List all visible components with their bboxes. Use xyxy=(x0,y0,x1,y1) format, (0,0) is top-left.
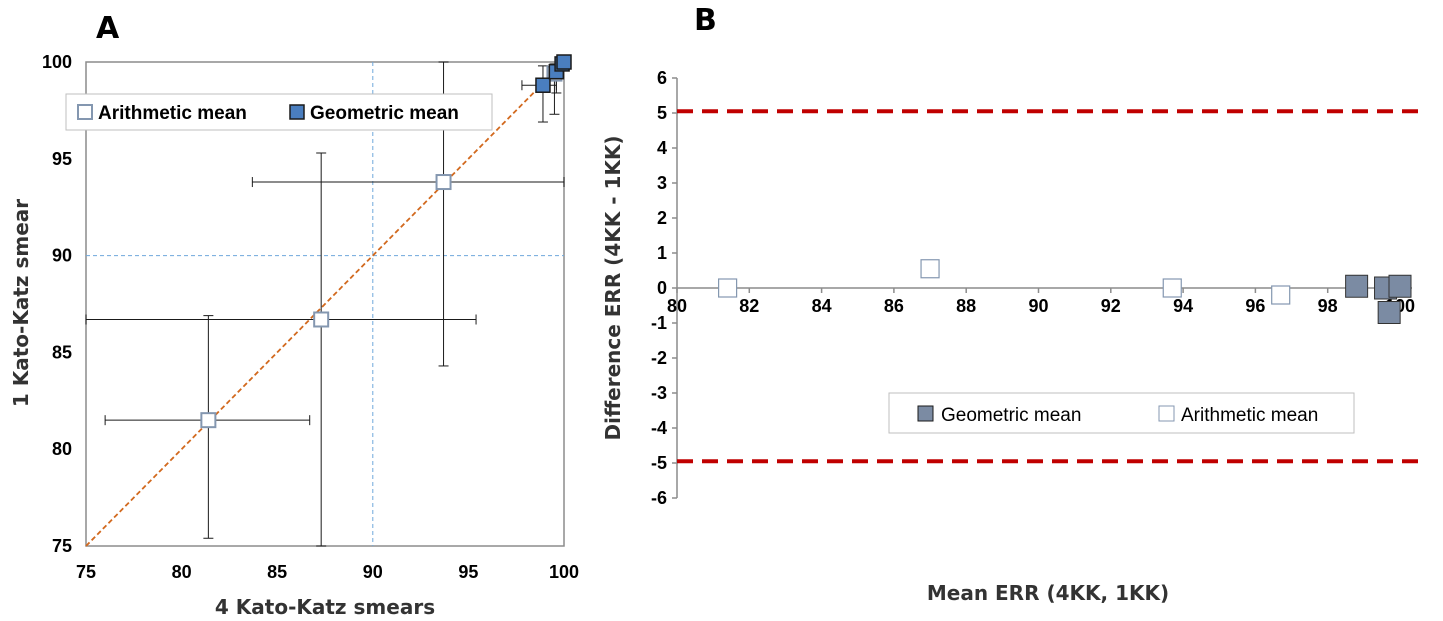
panel-b-x-tick-label: 98 xyxy=(1318,296,1338,316)
panel-a-markers xyxy=(200,54,572,429)
panel-a-y-axis-title: 1 Kato-Katz smear xyxy=(9,199,33,407)
panel-b-x-tick-label: 82 xyxy=(739,296,759,316)
panel-a-x-tick-label: 95 xyxy=(458,562,478,582)
panel-b-arithmetic-point xyxy=(718,278,738,298)
panel-b-y-tick-label: -6 xyxy=(651,488,667,508)
panel-b-y-tick-label: 6 xyxy=(657,68,667,88)
legend-geometric-swatch xyxy=(289,104,305,120)
panel-b-x-tick-label: 88 xyxy=(956,296,976,316)
panel-b-y-tick-label: -3 xyxy=(651,383,667,403)
legend-b-geometric-swatch xyxy=(917,405,934,422)
panel-b-y-tick-label: -1 xyxy=(651,313,667,333)
legend-arithmetic-swatch xyxy=(77,104,93,120)
legend-b-arithmetic-swatch xyxy=(1158,405,1175,422)
panel-b-x-tick-label: 94 xyxy=(1173,296,1193,316)
panel-b-y-tick-labels: 6 5 4 3 2 1 0 -1 -2 -3 -4 -5 -6 xyxy=(651,68,677,508)
panel-a-arithmetic-point xyxy=(313,311,330,328)
panel-a-y-tick-label: 85 xyxy=(52,342,72,362)
panel-b-x-tick-label: 92 xyxy=(1101,296,1121,316)
panel-b-y-tick-label: 2 xyxy=(657,208,667,228)
panel-b-x-tick-label: 84 xyxy=(812,296,832,316)
panel-b-y-tick-label: 3 xyxy=(657,173,667,193)
legend-b-arithmetic-label: Arithmetic mean xyxy=(1181,405,1318,426)
panel-a-x-tick-label: 75 xyxy=(76,562,96,582)
panel-a-y-tick-label: 100 xyxy=(42,52,72,72)
panel-a-y-tick-label: 90 xyxy=(52,246,72,266)
panel-a-legend: Arithmetic mean Geometric mean xyxy=(65,93,493,131)
panel-a-y-tick-label: 75 xyxy=(52,536,72,556)
panel-a-letter: A xyxy=(96,11,120,46)
panel-b-x-tick-label: 90 xyxy=(1028,296,1048,316)
panel-a-x-tick-label: 100 xyxy=(549,562,579,582)
panel-b-markers xyxy=(718,259,1412,324)
panel-b-geometric-point xyxy=(1388,274,1412,298)
panel-a-geometric-point xyxy=(556,54,572,70)
panel-b-y-tick-label: 5 xyxy=(657,103,667,123)
panel-a-x-tick-label: 90 xyxy=(363,562,383,582)
panel-b-arithmetic-point xyxy=(1162,278,1182,298)
panel-b-legend: Geometric mean Arithmetic mean xyxy=(888,392,1355,434)
panel-b-geometric-point xyxy=(1345,274,1369,298)
panel-b-y-tick-label: -4 xyxy=(651,418,667,438)
panel-a-chart: 75 80 85 90 95 100 75 80 85 90 95 100 Arithmetic me… xyxy=(9,52,579,619)
panel-b-letter: B xyxy=(694,3,717,38)
panel-b-arithmetic-point xyxy=(1271,285,1291,305)
panel-a-geometric-point xyxy=(535,77,551,93)
panel-b-chart: 6 5 4 3 2 1 0 -1 -2 -3 -4 -5 -6 80 82 84 86 88 90 92 94 96 98… xyxy=(601,68,1423,605)
panel-b-x-tick-label: 80 xyxy=(667,296,687,316)
panel-a-legend-box xyxy=(65,93,493,131)
panel-a-x-tick-label: 80 xyxy=(172,562,192,582)
panel-b-y-tick-label: -2 xyxy=(651,348,667,368)
panel-b-x-tick-label: 86 xyxy=(884,296,904,316)
legend-arithmetic-label: Arithmetic mean xyxy=(98,103,247,124)
panel-b-y-tick-label: 0 xyxy=(657,278,667,298)
panel-a-y-tick-label: 95 xyxy=(52,149,72,169)
panel-a-x-axis-title: 4 Kato-Katz smears xyxy=(215,595,435,619)
panel-b-geometric-point xyxy=(1377,301,1401,324)
panel-a-identity-line xyxy=(85,61,565,547)
panel-b-x-axis-title: Mean ERR (4KK, 1KK) xyxy=(927,581,1169,605)
panel-b-y-tick-label: -5 xyxy=(651,453,667,473)
panel-a-arithmetic-point xyxy=(435,174,452,191)
panel-a-x-tick-label: 85 xyxy=(267,562,287,582)
legend-geometric-label: Geometric mean xyxy=(310,103,459,124)
panel-b-y-axis-title: Difference ERR (4KK - 1KK) xyxy=(601,135,625,440)
panel-a-tick-labels: 75 80 85 90 95 100 75 80 85 90 95 100 xyxy=(42,52,579,582)
panel-b-x-tick-label: 96 xyxy=(1245,296,1265,316)
legend-b-geometric-label: Geometric mean xyxy=(941,405,1081,426)
panel-b-x-tick-labels: 80828486889092949698100 xyxy=(667,288,1415,316)
panel-b-legend-box xyxy=(888,392,1355,434)
panel-b-arithmetic-point xyxy=(920,259,940,279)
panel-b-y-tick-label: 1 xyxy=(657,243,667,263)
panel-a-arithmetic-point xyxy=(200,412,217,429)
panel-a-reference-lines xyxy=(85,61,565,547)
panel-a-y-tick-label: 80 xyxy=(52,439,72,459)
panel-b-y-tick-label: 4 xyxy=(657,138,667,158)
